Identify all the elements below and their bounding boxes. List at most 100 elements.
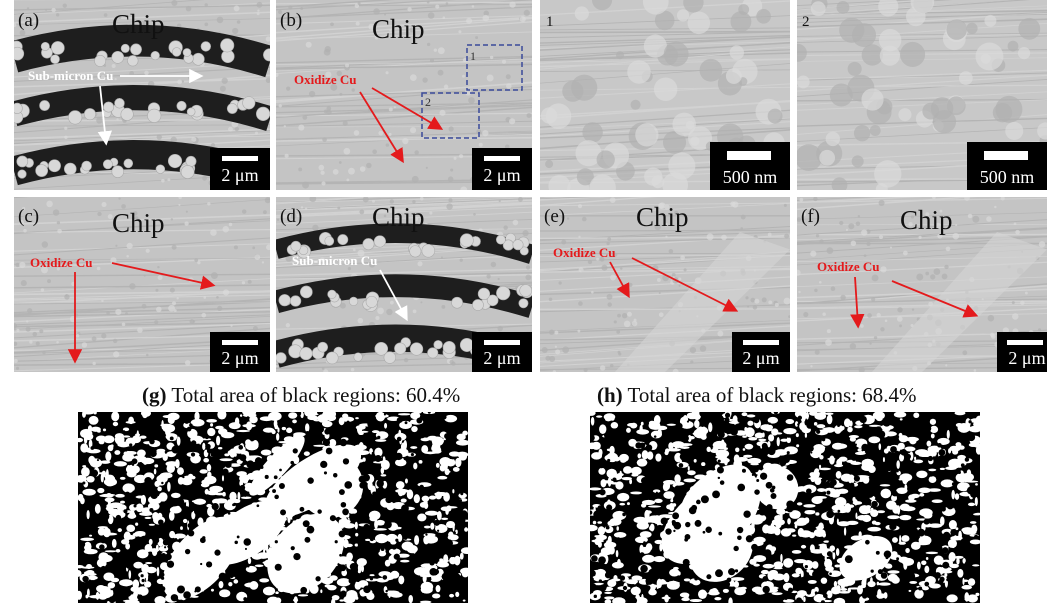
texture bbox=[449, 126, 454, 131]
texture bbox=[427, 471, 429, 473]
texture bbox=[1005, 122, 1023, 140]
texture bbox=[284, 125, 286, 127]
texture bbox=[165, 553, 172, 560]
texture bbox=[609, 518, 621, 526]
texture bbox=[769, 570, 778, 576]
texture bbox=[803, 597, 806, 602]
texture bbox=[887, 467, 892, 472]
texture bbox=[318, 426, 324, 432]
texture bbox=[253, 326, 258, 331]
texture bbox=[125, 590, 132, 597]
texture bbox=[433, 575, 441, 581]
texture bbox=[146, 422, 151, 427]
texture bbox=[874, 160, 901, 187]
texture bbox=[632, 321, 638, 327]
texture bbox=[161, 451, 165, 457]
texture bbox=[690, 599, 702, 602]
texture bbox=[430, 523, 434, 530]
texture bbox=[135, 420, 143, 428]
texture bbox=[105, 550, 117, 552]
texture bbox=[703, 531, 706, 534]
texture bbox=[610, 364, 614, 368]
texture bbox=[113, 339, 117, 343]
texture bbox=[445, 508, 449, 515]
texture bbox=[229, 573, 234, 578]
texture bbox=[106, 483, 114, 487]
texture bbox=[520, 16, 526, 22]
texture bbox=[545, 160, 553, 168]
texture bbox=[541, 107, 557, 123]
texture bbox=[448, 515, 452, 519]
texture bbox=[358, 432, 363, 435]
texture bbox=[957, 569, 963, 578]
texture bbox=[662, 172, 688, 198]
texture bbox=[773, 561, 783, 568]
texture bbox=[598, 526, 605, 535]
texture bbox=[596, 415, 602, 417]
texture bbox=[848, 223, 854, 229]
texture bbox=[279, 294, 291, 306]
texture bbox=[486, 274, 490, 278]
texture bbox=[339, 417, 345, 425]
texture bbox=[263, 49, 275, 61]
texture bbox=[752, 587, 763, 593]
texture bbox=[627, 312, 632, 317]
texture bbox=[617, 314, 621, 318]
texture bbox=[931, 434, 935, 439]
texture bbox=[89, 595, 103, 598]
texture bbox=[827, 551, 832, 556]
texture bbox=[639, 571, 644, 576]
texture bbox=[897, 499, 903, 505]
texture bbox=[816, 430, 820, 434]
texture bbox=[672, 503, 676, 507]
texture bbox=[147, 109, 160, 122]
texture bbox=[309, 91, 315, 97]
texture bbox=[607, 449, 611, 451]
texture bbox=[292, 419, 297, 423]
texture bbox=[272, 489, 276, 493]
texture bbox=[855, 478, 858, 481]
texture bbox=[51, 41, 64, 54]
texture bbox=[177, 534, 180, 539]
texture bbox=[950, 529, 957, 536]
texture bbox=[306, 42, 312, 48]
texture bbox=[276, 433, 279, 441]
texture bbox=[106, 311, 110, 315]
texture bbox=[456, 440, 470, 446]
texture bbox=[747, 305, 749, 307]
texture bbox=[125, 562, 132, 569]
texture bbox=[970, 490, 978, 498]
texture bbox=[234, 541, 237, 544]
texture bbox=[119, 579, 133, 586]
texture bbox=[635, 483, 637, 485]
texture bbox=[263, 587, 275, 596]
texture bbox=[587, 443, 598, 450]
texture bbox=[726, 68, 742, 84]
texture bbox=[386, 309, 392, 315]
texture bbox=[591, 452, 602, 459]
texture bbox=[229, 223, 232, 226]
texture bbox=[276, 353, 287, 364]
texture bbox=[758, 508, 766, 516]
texture bbox=[319, 165, 325, 171]
texture bbox=[366, 296, 377, 307]
texture bbox=[783, 558, 793, 568]
texture bbox=[786, 419, 795, 424]
texture bbox=[445, 506, 458, 508]
texture bbox=[408, 595, 413, 603]
texture bbox=[263, 428, 275, 433]
annotation: Oxidize Cu bbox=[817, 259, 879, 274]
texture bbox=[252, 440, 259, 449]
texture bbox=[437, 476, 447, 480]
texture bbox=[747, 421, 753, 426]
texture bbox=[967, 433, 975, 441]
texture bbox=[265, 197, 271, 203]
texture bbox=[496, 235, 505, 244]
texture bbox=[942, 562, 949, 569]
texture bbox=[686, 121, 695, 130]
texture bbox=[956, 558, 959, 565]
texture bbox=[353, 249, 356, 252]
texture bbox=[861, 444, 868, 451]
texture bbox=[768, 109, 783, 124]
texture bbox=[491, 262, 497, 268]
